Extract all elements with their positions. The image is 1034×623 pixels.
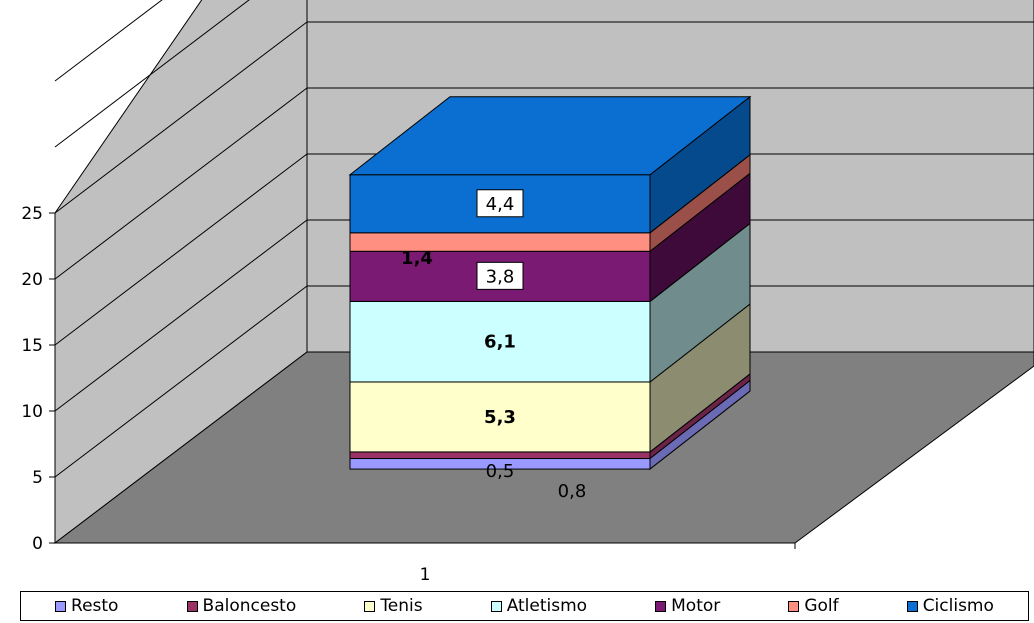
bar-top [348, 96, 752, 176]
y-tick-label: 10 [21, 402, 43, 422]
y-tick-label: 15 [21, 336, 43, 356]
legend-item: Motor [655, 596, 720, 616]
legend-label: Tenis [380, 596, 423, 616]
legend-label: Atletismo [506, 596, 588, 616]
legend-item: Resto [55, 596, 118, 616]
legend-swatch [490, 600, 502, 612]
data-label-baloncesto: 0,5 [486, 461, 515, 482]
legend-label: Motor [671, 596, 721, 616]
legend-item: Atletismo [490, 596, 588, 616]
legend-swatch [364, 600, 376, 612]
y-tick-label: 0 [32, 534, 43, 554]
gridline [54, 285, 308, 478]
data-label-golf: 1,4 [401, 248, 433, 269]
legend-label: Baloncesto [202, 596, 297, 616]
legend-item: Golf [788, 596, 839, 616]
y-tick-label: 20 [21, 270, 43, 290]
data-label-atletismo: 6,1 [484, 332, 516, 353]
gridline [54, 0, 163, 82]
data-label-tenis: 5,3 [484, 407, 516, 428]
legend-item: Ciclismo [906, 596, 994, 616]
data-label-ciclismo: 4,4 [486, 194, 515, 215]
category-label: 1 [420, 565, 431, 585]
legend-item: Tenis [364, 596, 423, 616]
data-label-box [476, 189, 524, 218]
legend-label: Resto [71, 596, 119, 616]
data-label-resto: 0,8 [558, 481, 587, 502]
value-axis: 0 5 10 15 20 25 1 [21, 204, 796, 585]
chart-svg: 0 5 10 15 20 25 1 0,8 0,5 5,3 6,1 3,8 1,4 4,4 [21, 0, 1034, 585]
data-labels: 0,8 0,5 5,3 6,1 3,8 1,4 4,4 [401, 189, 587, 502]
legend-item: Baloncesto [186, 596, 297, 616]
data-label-motor: 3,8 [486, 266, 515, 287]
gridline [54, 219, 308, 412]
gridline [54, 153, 308, 346]
bar-segment-baloncesto [349, 451, 651, 460]
legend-label: Golf [804, 596, 839, 616]
legend: Resto Baloncesto Tenis Atletismo Motor Golf Ci… [20, 591, 1029, 621]
gridline [54, 0, 250, 148]
bar-segment-tenis [349, 381, 651, 453]
legend-swatch [186, 600, 198, 612]
y-tick-label: 5 [32, 468, 43, 488]
legend-swatch [655, 600, 667, 612]
legend-swatch [788, 600, 800, 612]
gridline [54, 87, 308, 280]
legend-label: Ciclismo [922, 596, 994, 616]
stacked-bar [348, 95, 752, 471]
y-tick-label: 25 [21, 204, 43, 224]
legend-swatch [55, 600, 67, 612]
bar-segment-atletismo [349, 300, 651, 383]
bar-segment-golf [349, 232, 651, 252]
gridline [54, 21, 308, 214]
legend-swatch [906, 600, 918, 612]
data-label-box [476, 261, 524, 290]
